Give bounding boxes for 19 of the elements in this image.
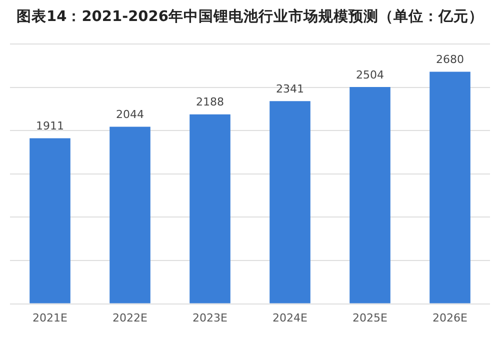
bar (190, 114, 230, 304)
bar (30, 138, 70, 304)
x-tick-label: 2022E (112, 311, 148, 324)
x-tick-label: 2023E (192, 311, 228, 324)
bar (110, 126, 150, 304)
bar (430, 72, 470, 304)
data-label: 2188 (196, 96, 224, 109)
data-label: 2680 (436, 53, 464, 66)
x-tick-label: 2025E (352, 311, 388, 324)
data-label: 2504 (356, 68, 384, 82)
x-tick-label: 2021E (32, 311, 68, 324)
bar (270, 101, 310, 304)
chart-title: 图表14：2021-2026年中国锂电池行业市场规模预测（单位：亿元） (16, 8, 484, 27)
data-label: 2044 (116, 108, 144, 122)
bar (350, 86, 390, 304)
data-label: 2341 (276, 82, 304, 96)
data-label: 1911 (36, 120, 64, 133)
x-tick-label: 2024E (272, 311, 308, 324)
x-tick-label: 2026E (432, 311, 468, 324)
